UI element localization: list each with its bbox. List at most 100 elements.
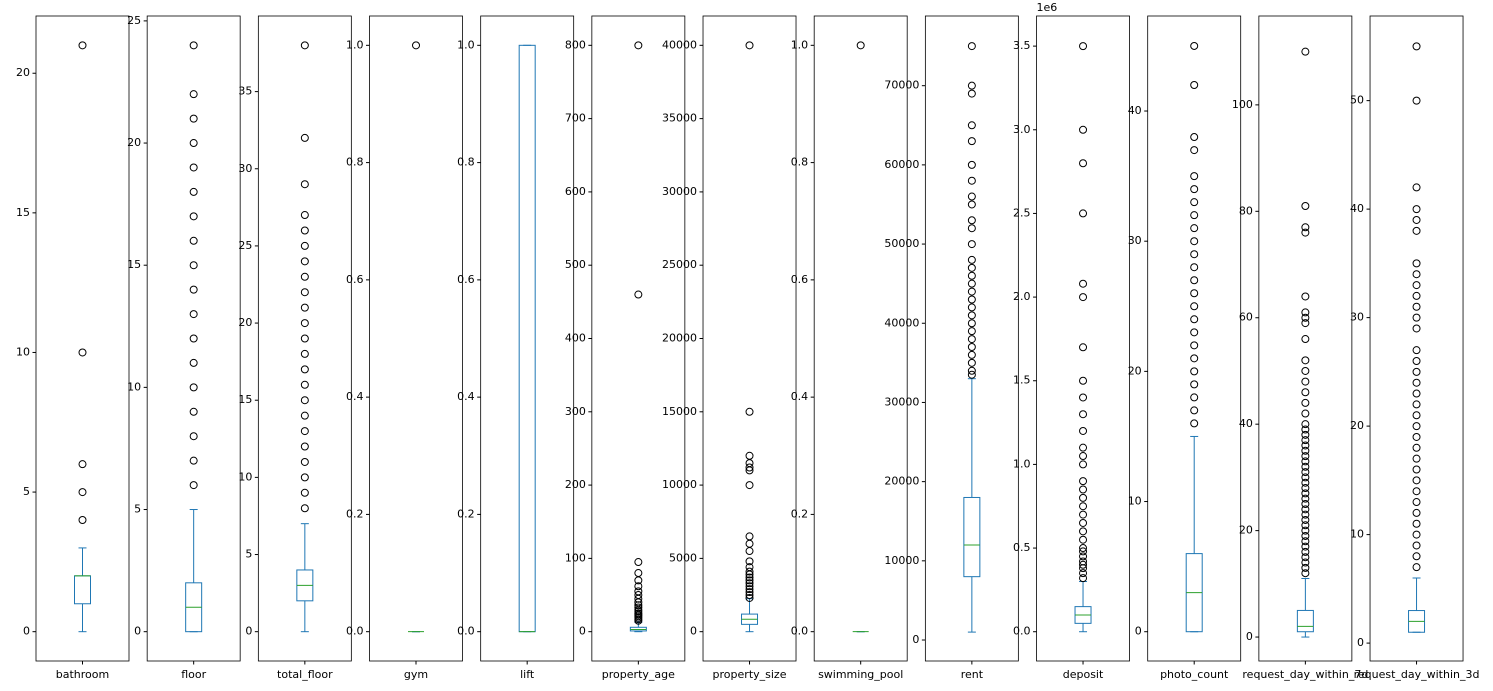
y-tick-label: 0.8 — [457, 156, 475, 169]
box — [963, 496, 981, 578]
outlier — [189, 90, 198, 99]
y-tick-label: 40000 — [662, 38, 697, 51]
y-tick-label: 0.4 — [791, 390, 809, 403]
outlier — [1301, 515, 1310, 524]
y-tick-label: 20 — [127, 136, 141, 149]
outlier — [967, 176, 976, 185]
outlier — [1301, 542, 1310, 551]
outlier — [1190, 133, 1199, 142]
axes-frame — [702, 15, 797, 662]
outlier — [78, 41, 87, 50]
outlier — [1301, 366, 1310, 375]
y-tick-label: 40 — [1128, 104, 1142, 117]
y-tick-label: 0.6 — [346, 273, 364, 286]
outlier — [1412, 422, 1421, 431]
outlier — [1412, 519, 1421, 528]
y-tick-label: 40 — [1350, 202, 1364, 215]
outlier — [1301, 526, 1310, 535]
outlier — [1190, 328, 1199, 337]
y-tick-label: 20 — [1128, 364, 1142, 377]
outlier — [189, 285, 198, 294]
outlier — [1412, 291, 1421, 300]
outlier — [189, 481, 198, 490]
outlier — [1301, 563, 1310, 572]
axes-frame — [369, 15, 463, 662]
outlier — [189, 187, 198, 196]
outlier — [1412, 454, 1421, 463]
y-tick-label: 2.0 — [1013, 290, 1031, 303]
y-tick-label: 0 — [245, 625, 252, 638]
outlier — [1301, 547, 1310, 556]
outlier — [745, 573, 754, 582]
outlier — [1412, 205, 1421, 214]
outlier — [1412, 476, 1421, 485]
y-tick-label: 40000 — [884, 316, 919, 329]
outlier — [967, 366, 976, 375]
outlier — [189, 310, 198, 319]
outlier — [1301, 468, 1310, 477]
outlier — [1412, 487, 1421, 496]
outlier — [1412, 42, 1421, 51]
y-tick-label: 0.4 — [457, 390, 475, 403]
outlier — [1301, 425, 1310, 434]
outlier — [189, 383, 198, 392]
y-tick-label: 0.6 — [457, 273, 475, 286]
outlier — [745, 463, 754, 472]
y-tick-label: 30 — [238, 162, 252, 175]
outlier — [189, 456, 198, 465]
outlier — [1301, 521, 1310, 530]
box — [74, 575, 91, 605]
y-tick-label: 70000 — [884, 79, 919, 92]
outlier — [967, 279, 976, 288]
outlier — [300, 396, 309, 405]
outlier — [1079, 535, 1088, 544]
outlier — [856, 41, 865, 50]
outlier — [1301, 473, 1310, 482]
outlier — [1412, 313, 1421, 322]
outlier — [967, 216, 976, 225]
y-tick-label: 15 — [16, 206, 30, 219]
outlier — [1079, 485, 1088, 494]
outlier — [300, 349, 309, 358]
y-tick-label: 5000 — [669, 551, 697, 564]
outlier — [967, 89, 976, 98]
x-label: rent — [961, 668, 984, 681]
x-label: swimming_pool — [818, 668, 903, 681]
outlier — [1301, 420, 1310, 429]
outlier — [1301, 494, 1310, 503]
outlier — [1190, 80, 1199, 89]
y-tick-label: 700 — [565, 112, 586, 125]
outlier — [1190, 419, 1199, 428]
outlier — [1190, 289, 1199, 298]
outlier — [1412, 183, 1421, 192]
outlier — [745, 539, 754, 548]
outlier — [634, 290, 643, 299]
outlier — [1301, 484, 1310, 493]
y-tick-label: 10 — [16, 345, 30, 358]
outlier — [300, 504, 309, 513]
axes-frame — [480, 15, 575, 662]
y-tick-label: 5 — [23, 485, 30, 498]
outlier — [967, 255, 976, 264]
y-tick-label: 1.0 — [1013, 457, 1031, 470]
outlier — [78, 348, 87, 357]
y-tick-label: 30000 — [884, 395, 919, 408]
y-tick-label: 3.0 — [1013, 123, 1031, 136]
outlier — [1301, 537, 1310, 546]
y-tick-label: 40 — [1239, 417, 1253, 430]
y-tick-label: 35 — [238, 85, 252, 98]
outlier — [745, 481, 754, 490]
y-tick-label: 0.0 — [457, 625, 475, 638]
outlier — [1079, 569, 1088, 578]
outlier — [1412, 302, 1421, 311]
x-label: gym — [404, 668, 428, 681]
y-tick-label: 15 — [238, 393, 252, 406]
outlier — [1190, 146, 1199, 155]
outlier — [634, 569, 643, 578]
y-tick-label: 10 — [238, 470, 252, 483]
outlier — [1190, 276, 1199, 285]
outlier — [189, 139, 198, 148]
outlier — [189, 114, 198, 123]
outlier — [745, 407, 754, 416]
outlier — [1190, 250, 1199, 259]
